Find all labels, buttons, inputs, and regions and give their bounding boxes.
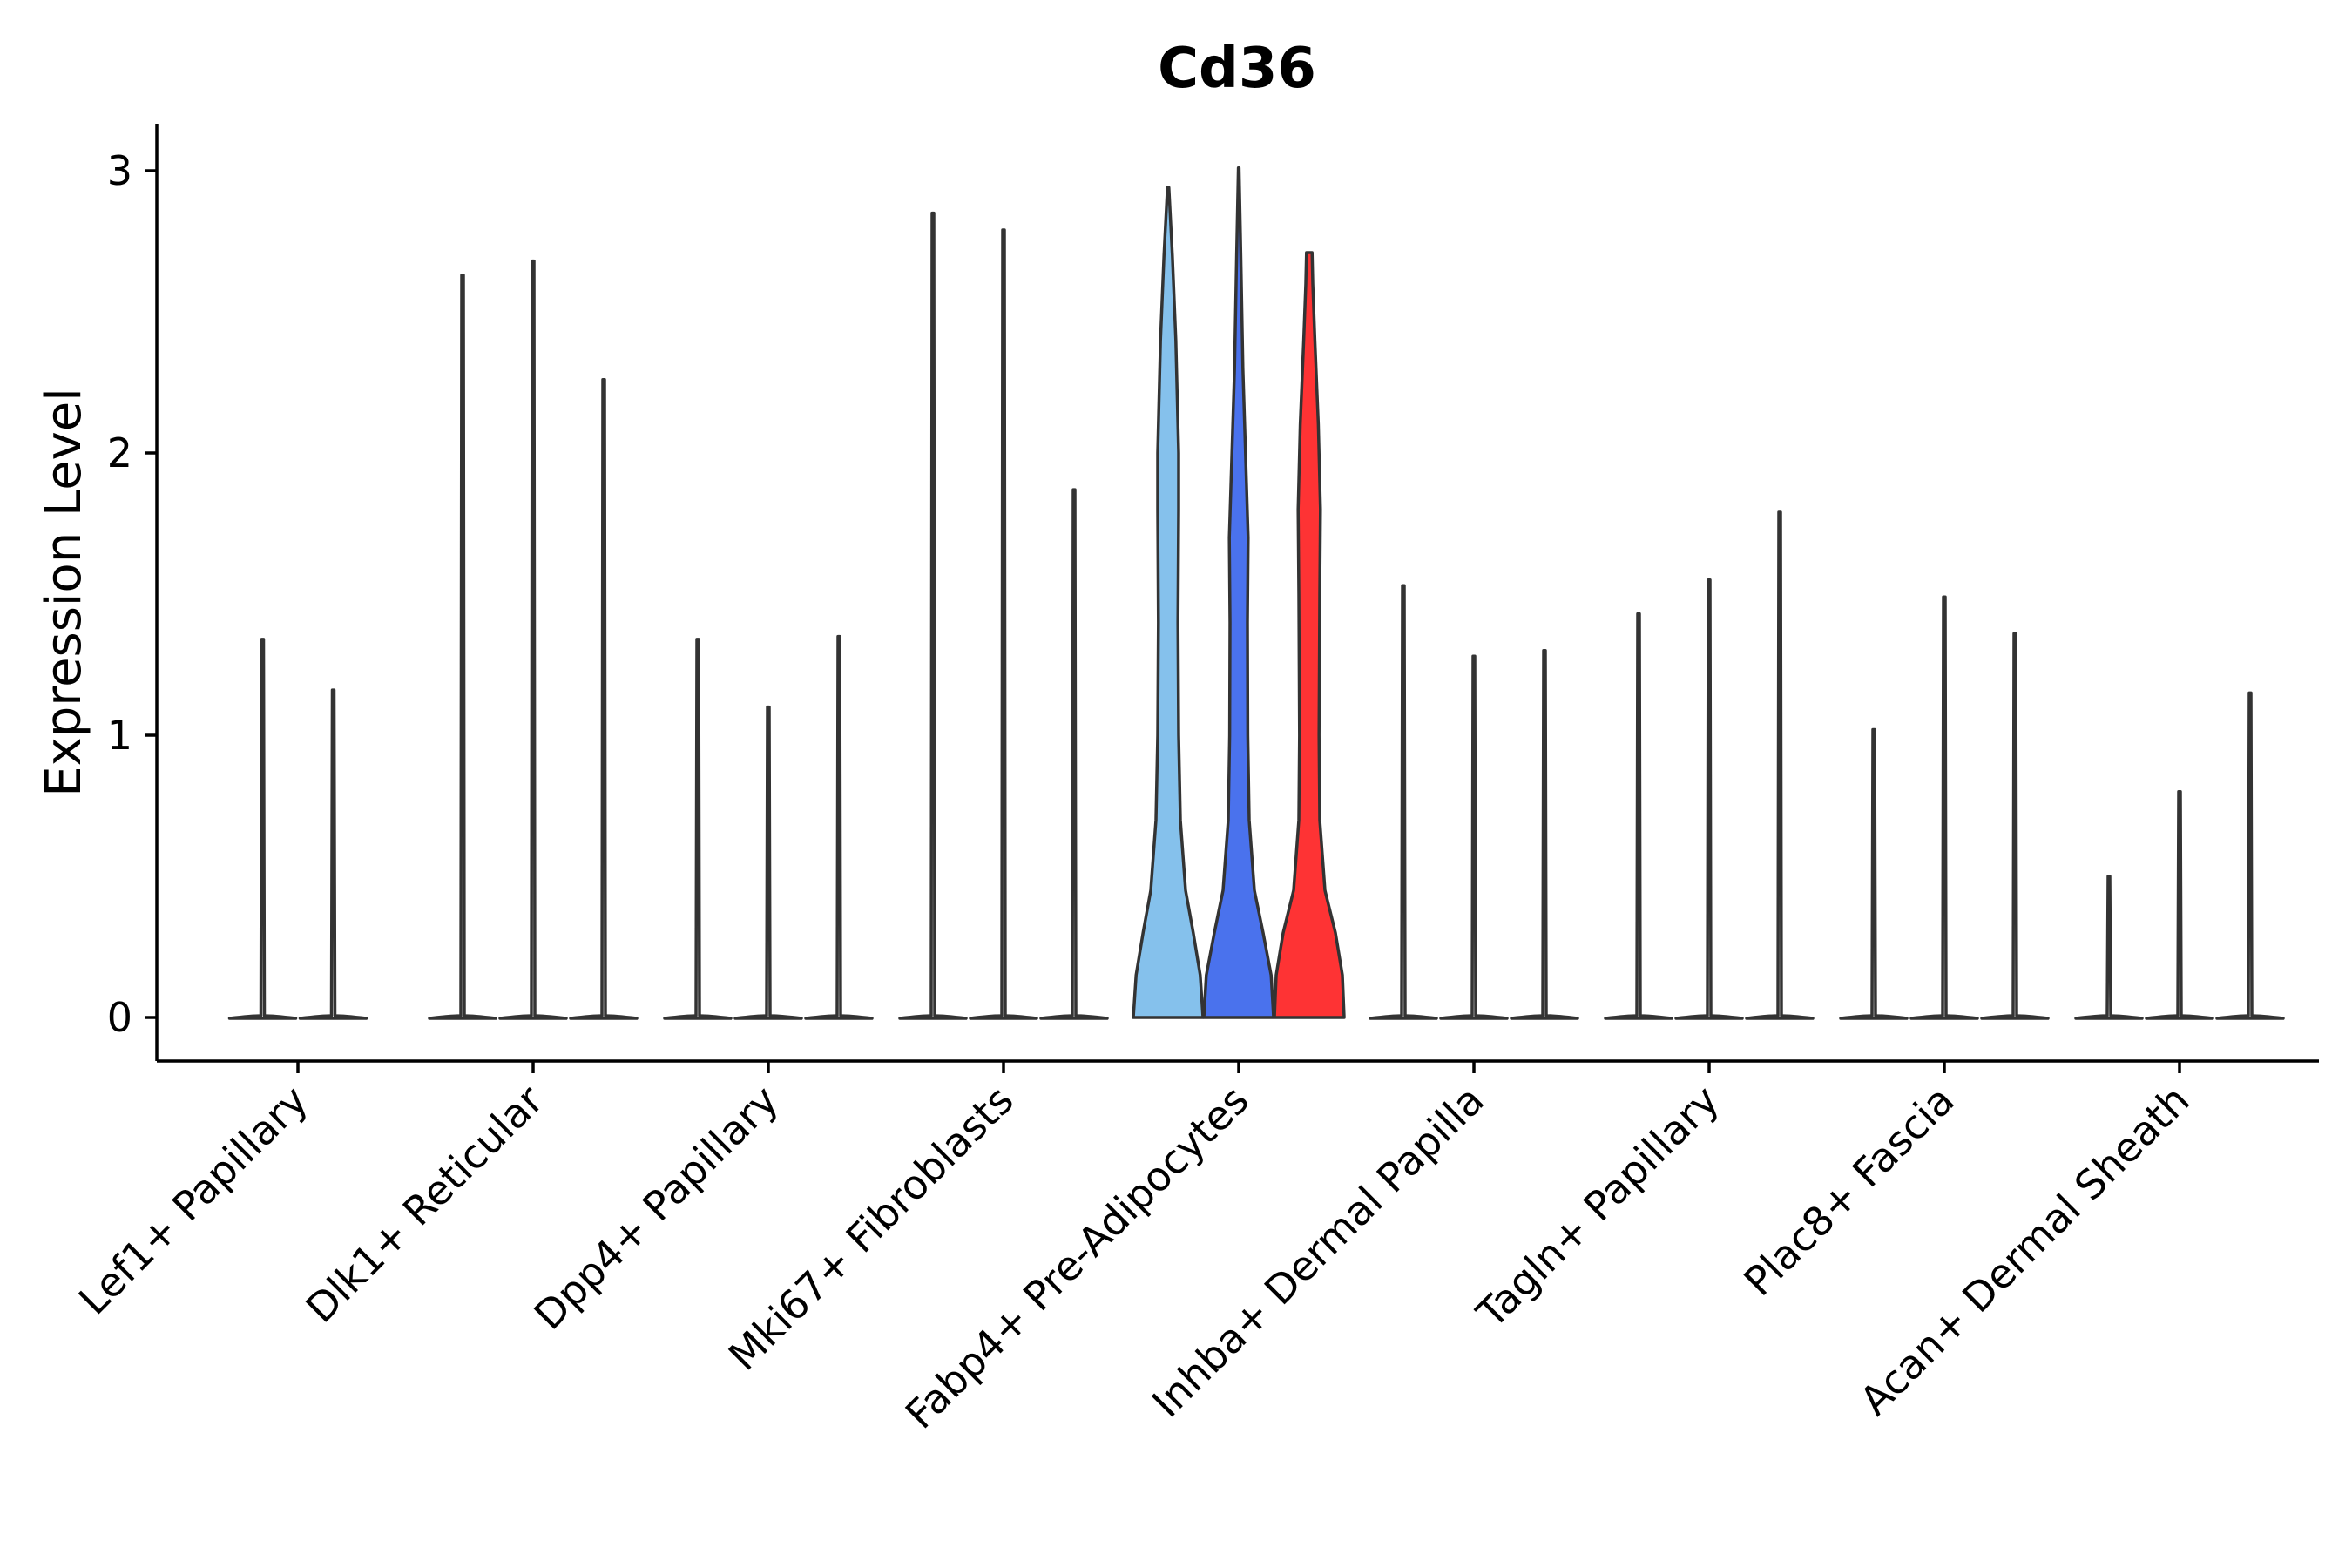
violin-5-rep-3	[1273, 251, 1346, 1019]
violin-7-rep-1	[1604, 612, 1673, 1020]
y-axis-label: Expression Level	[36, 388, 92, 797]
chart-title: Cd36	[1158, 37, 1316, 101]
violin-8-rep-1	[1839, 727, 1909, 1020]
violin-9-rep-3	[2215, 691, 2285, 1020]
violin-7-rep-2	[1674, 578, 1744, 1020]
violin-2-rep-3	[569, 378, 639, 1020]
x-tick-label-7: Tagln+ Papillary	[1467, 1077, 1728, 1338]
x-tick-label-2: Dlk1+ Reticular	[297, 1077, 552, 1332]
violin-5-rep-1	[1132, 186, 1205, 1019]
x-tick-label-3: Dpp4+ Papillary	[525, 1077, 787, 1339]
violin-3-rep-3	[804, 634, 874, 1020]
violin-2-rep-1	[428, 274, 497, 1020]
violin-2-rep-2	[498, 259, 568, 1020]
x-tick-label-8: Plac8+ Fascia	[1734, 1077, 1963, 1305]
violin-6-rep-3	[1510, 649, 1579, 1020]
violin-3-rep-2	[733, 705, 803, 1020]
violin-7-rep-3	[1745, 510, 1815, 1020]
plot-area	[227, 166, 2285, 1020]
y-tick-label-3: 3	[107, 147, 132, 194]
violin-3-rep-1	[663, 638, 733, 1020]
violin-4-rep-2	[969, 228, 1038, 1020]
y-axis-ticks: 0 1 2 3	[107, 147, 157, 1041]
violin-9-rep-2	[2145, 790, 2214, 1020]
violin-8-rep-2	[1909, 595, 1979, 1020]
violin-5-rep-2	[1202, 166, 1275, 1019]
y-tick-label-0: 0	[107, 994, 132, 1041]
violin-6-rep-2	[1439, 654, 1509, 1020]
violin-6-rep-1	[1369, 584, 1438, 1020]
violin-9-rep-1	[2074, 875, 2144, 1020]
violin-1-rep-1	[227, 638, 298, 1020]
violin-1-rep-2	[298, 688, 368, 1020]
x-tick-label-1: Lef1+ Papillary	[70, 1077, 317, 1324]
y-tick-label-2: 2	[107, 429, 132, 476]
violin-4-rep-1	[898, 211, 968, 1020]
y-tick-label-1: 1	[107, 712, 132, 759]
violin-4-rep-3	[1039, 488, 1109, 1020]
violin-8-rep-3	[1980, 632, 2050, 1020]
